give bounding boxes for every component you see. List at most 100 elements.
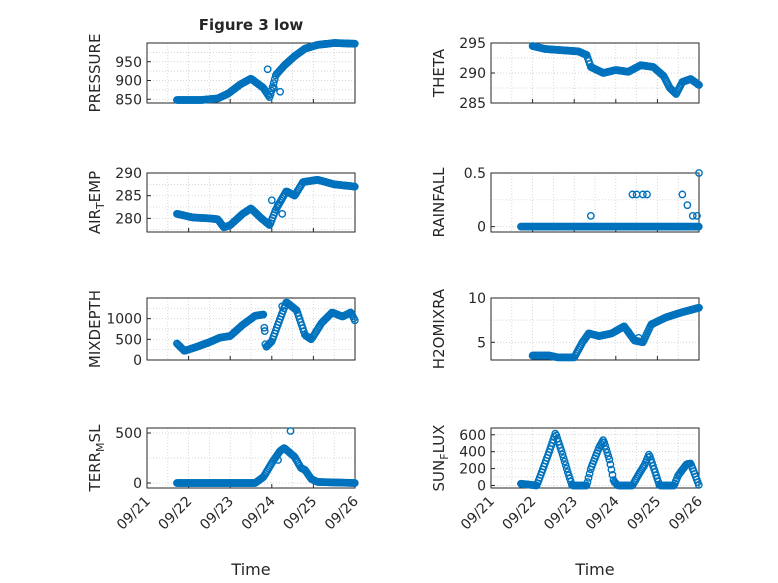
data-point [683, 201, 692, 210]
data-point [559, 454, 568, 462]
data-point [608, 471, 617, 479]
data-point [586, 212, 595, 220]
x-tick-label: 09/21 [114, 494, 154, 534]
y-tick-label: 0.5 [464, 166, 486, 182]
y-tick-label: 850 [115, 92, 142, 108]
data-point [695, 303, 703, 312]
y-tick-label: 285 [459, 96, 486, 112]
x-tick-label: 09/25 [624, 494, 664, 534]
y-tick-label: 10 [468, 291, 486, 307]
data-point [274, 456, 282, 464]
axes-box [490, 297, 700, 361]
data-point [634, 333, 643, 342]
x-tick-label: 09/24 [583, 493, 623, 533]
y-tick-label: 290 [459, 66, 486, 82]
panel-6: 5 10 H2OMIXRA [430, 288, 703, 369]
y-tick-label: 0 [133, 353, 142, 369]
data-point [260, 323, 269, 332]
data-point [350, 39, 359, 48]
axes-box [146, 42, 356, 104]
data-point [600, 438, 609, 447]
data-point [558, 450, 567, 459]
y-tick-label: 0 [133, 476, 142, 492]
data-point [584, 473, 593, 482]
x-tick-label: 09/25 [280, 494, 320, 534]
x-tick-label: 09/22 [500, 494, 540, 534]
x-tick-label: 09/24 [239, 493, 279, 533]
data-point [286, 427, 295, 435]
data-point [260, 327, 269, 335]
data-point [585, 469, 594, 478]
x-tick-label: 09/26 [666, 493, 706, 533]
panel-2: 285 290 295 THETA [430, 36, 703, 112]
data-point [269, 84, 278, 92]
y-axis-label: RAINFALL [430, 167, 448, 238]
y-axis-label: SUNFLUX [430, 425, 451, 492]
data-point [643, 190, 651, 199]
data-point [267, 196, 276, 205]
y-tick-label: 5 [477, 335, 486, 351]
axes-box [146, 172, 356, 233]
y-tick-label: 0 [477, 478, 486, 494]
axes-box [490, 427, 700, 489]
y-tick-label: 900 [115, 74, 142, 90]
y-tick-label: 290 [115, 166, 142, 182]
data-point [562, 464, 571, 473]
y-tick-label: 285 [115, 189, 142, 205]
panel-1: 850 900 950 PRESSURE [86, 34, 359, 113]
data-point [266, 90, 275, 99]
data-point [695, 81, 703, 89]
data-point [602, 445, 611, 454]
data-point [268, 82, 277, 91]
data-point [624, 327, 633, 336]
panel-4: 0 0.5 RAINFALL [430, 166, 703, 238]
y-tick-label: 1000 [106, 312, 142, 328]
data-point [694, 481, 703, 489]
data-point [263, 65, 272, 74]
data-point [670, 88, 678, 96]
data-point [278, 209, 287, 218]
x-tick-label: 09/21 [458, 494, 498, 534]
data-point [638, 190, 647, 199]
data-point [274, 200, 282, 209]
y-axis-label: PRESSURE [86, 34, 104, 113]
y-axis-label: AIRTEMP [86, 171, 107, 234]
data-point [695, 169, 703, 177]
x-tick-label: 09/23 [197, 494, 237, 534]
y-tick-label: 500 [115, 332, 142, 348]
axes-box [146, 427, 356, 489]
data-point [276, 87, 285, 96]
data-point [561, 461, 570, 469]
data-point [603, 448, 612, 457]
y-tick-label: 0 [477, 220, 486, 236]
x-tick-label: 09/26 [322, 493, 362, 533]
data-point [694, 222, 703, 231]
data-point [557, 447, 566, 455]
data-point [688, 212, 697, 220]
figure-title: Figure 3 low [199, 16, 304, 34]
y-tick-label: 400 [459, 445, 486, 461]
data-point [601, 442, 610, 450]
data-point [678, 190, 687, 199]
y-axis-label: THETA [430, 48, 448, 98]
data-point [628, 190, 637, 199]
y-tick-label: 600 [459, 428, 486, 444]
y-tick-label: 280 [115, 211, 142, 227]
data-point [350, 479, 359, 487]
data-point [350, 316, 359, 325]
axes-box [490, 172, 700, 233]
data-point [606, 460, 615, 469]
y-tick-label: 200 [459, 462, 486, 478]
y-axis-label: TERRMSL [86, 424, 107, 493]
data-point [693, 212, 701, 220]
data-point [259, 310, 268, 319]
x-tick-label: 09/22 [156, 494, 196, 534]
data-point [269, 79, 278, 88]
data-point [583, 478, 592, 486]
data-point [582, 481, 591, 490]
data-point [605, 455, 614, 464]
y-tick-label: 500 [115, 426, 142, 442]
